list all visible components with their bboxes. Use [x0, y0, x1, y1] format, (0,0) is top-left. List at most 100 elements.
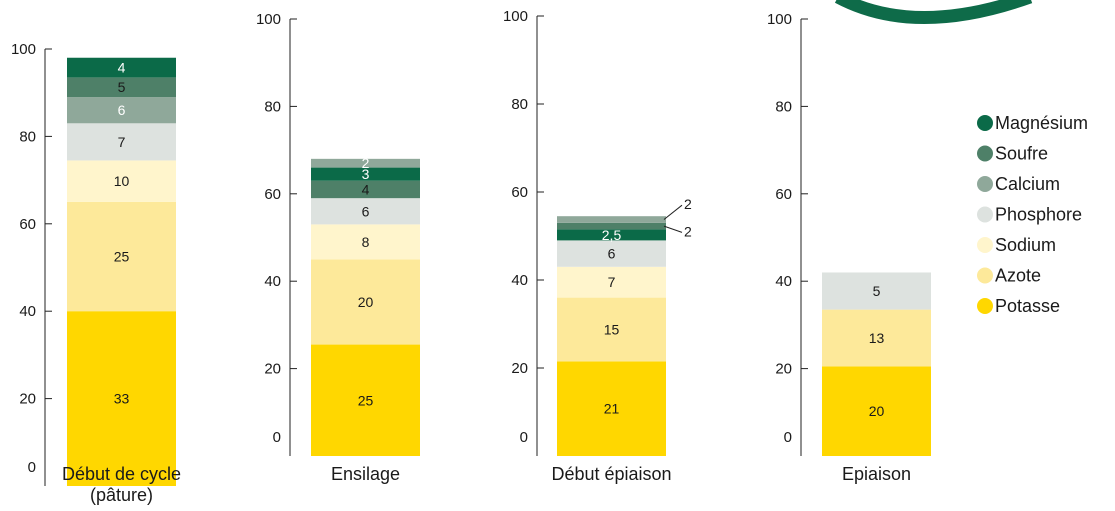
- segment-value-label: 7: [118, 134, 126, 150]
- y-tick-label: 60: [775, 186, 792, 203]
- category-label: Début de cycle: [62, 464, 181, 484]
- segment-leader-line: [663, 225, 683, 233]
- category-label: Ensilage: [331, 464, 400, 484]
- bar-segment-potasse: [67, 311, 176, 486]
- chart-panel-1: 0 20 40 60 80 100 33 25 10 7 6 5 4 Début de cycle(pât…: [11, 41, 181, 505]
- legend-item-sodium: Sodium: [977, 235, 1056, 255]
- segment-value-label: 25: [358, 392, 374, 408]
- bar-segment-azote: [67, 201, 176, 312]
- segment-value-label: 5: [873, 283, 881, 299]
- legend-swatch: [977, 115, 993, 131]
- y-tick-label: 40: [775, 273, 792, 290]
- y-tick-label: 0: [520, 429, 528, 446]
- y-tick-label: 60: [264, 186, 281, 203]
- segment-value-label: 8: [362, 234, 370, 250]
- legend-label: Azote: [995, 266, 1041, 286]
- y-tick-label: 80: [511, 96, 528, 113]
- y-tick-label: 100: [256, 11, 281, 28]
- y-tick-label: 40: [19, 303, 36, 320]
- y-tick-label: 60: [511, 184, 528, 201]
- chart-panel-4: 0 20 40 60 80 100 20 13 5 Epiaison: [767, 11, 931, 484]
- bar-segment-magnésium: [311, 167, 420, 181]
- segment-value-label: 5: [118, 79, 126, 95]
- bar-segment-sodium: [67, 160, 176, 202]
- segment-value-label: 21: [604, 401, 620, 417]
- legend-swatch: [977, 206, 993, 223]
- legend-label: Sodium: [995, 235, 1056, 255]
- y-tick-label: 80: [775, 98, 792, 115]
- segment-value-label: 6: [608, 246, 616, 262]
- y-tick-label: 0: [28, 459, 36, 476]
- legend-item-calcium: Calcium: [977, 174, 1060, 194]
- segment-value-label: 2: [684, 223, 692, 239]
- category-label: (pâture): [90, 485, 153, 505]
- bar-segment-soufre: [311, 180, 420, 199]
- y-tick-label: 0: [273, 429, 281, 446]
- bar-segment-magnésium: [557, 229, 666, 241]
- segment-value-label: 20: [869, 403, 885, 419]
- bar-segment-soufre: [557, 222, 666, 230]
- segment-value-label: 13: [869, 330, 885, 346]
- legend-label: Calcium: [995, 174, 1060, 194]
- y-tick-label: 100: [767, 11, 792, 28]
- chart-panel-2: 0 20 40 60 80 100 25 20 8 6 432 Ensilage: [256, 11, 420, 484]
- legend-swatch: [977, 237, 993, 253]
- segment-value-label: 2,5: [602, 227, 622, 243]
- legend-item-azote: Azote: [977, 266, 1041, 286]
- corner-logo-arc: [834, 0, 1033, 24]
- segment-value-label: 6: [362, 203, 370, 219]
- legend-label: Soufre: [995, 144, 1048, 164]
- y-tick-label: 20: [511, 360, 528, 377]
- bar-segment-calcium: [557, 216, 666, 223]
- bar-segment-sodium: [557, 266, 666, 298]
- y-tick-label: 0: [784, 429, 792, 446]
- legend-swatch: [977, 176, 993, 192]
- category-label: Début épiaison: [551, 464, 671, 484]
- bar-segment-calcium: [311, 158, 420, 168]
- bar-segment-azote: [557, 297, 666, 362]
- segment-leader-line: [663, 204, 683, 220]
- segment-value-label: 3: [362, 166, 370, 182]
- y-tick-label: 20: [264, 361, 281, 378]
- bar-segment-potasse: [822, 366, 931, 456]
- y-tick-label: 80: [19, 128, 36, 145]
- legend-swatch: [977, 298, 993, 314]
- bar-segment-magnésium: [67, 57, 176, 78]
- y-tick-label: 60: [19, 216, 36, 233]
- segment-value-label: 33: [114, 391, 130, 407]
- legend-item-magnésium: Magnésium: [977, 113, 1088, 133]
- legend-swatch: [977, 267, 993, 284]
- bar-segment-calcium: [67, 97, 176, 124]
- segment-value-label: 4: [362, 181, 370, 197]
- segment-value-label: 25: [114, 249, 130, 265]
- category-label: Epiaison: [842, 464, 911, 484]
- legend: Magnésium Soufre Calcium Phosphore Sodium Azo…: [977, 113, 1088, 316]
- bar-segment-phosphore: [67, 123, 176, 161]
- bar-segment-azote: [822, 309, 931, 367]
- legend-label: Phosphore: [995, 205, 1082, 225]
- chart-panel-3: 0 20 40 60 80 100 21 15 7 6 2,5 2 2 Début épiaison: [503, 8, 692, 484]
- y-tick-label: 100: [503, 8, 528, 25]
- segment-value-label: 4: [118, 60, 126, 76]
- legend-item-phosphore: Phosphore: [977, 205, 1082, 225]
- bar-segment-sodium: [311, 224, 420, 260]
- y-tick-label: 40: [511, 272, 528, 289]
- segment-value-label: 10: [114, 173, 130, 189]
- segment-value-label: 6: [118, 102, 126, 118]
- y-tick-label: 40: [264, 273, 281, 290]
- bar-segment-potasse: [311, 344, 420, 456]
- bar-segment-phosphore: [311, 198, 420, 225]
- bar-segment-phosphore: [822, 272, 931, 310]
- y-tick-label: 80: [264, 98, 281, 115]
- legend-item-soufre: Soufre: [977, 144, 1048, 164]
- bar-segment-azote: [311, 259, 420, 345]
- segment-value-label: 2: [362, 155, 370, 171]
- legend-label: Potasse: [995, 296, 1060, 316]
- segment-value-label: 2: [684, 196, 692, 212]
- legend-item-potasse: Potasse: [977, 296, 1060, 316]
- y-tick-label: 20: [775, 361, 792, 378]
- segment-value-label: 7: [608, 274, 616, 290]
- bar-segment-phosphore: [557, 240, 666, 267]
- bar-segment-potasse: [557, 361, 666, 456]
